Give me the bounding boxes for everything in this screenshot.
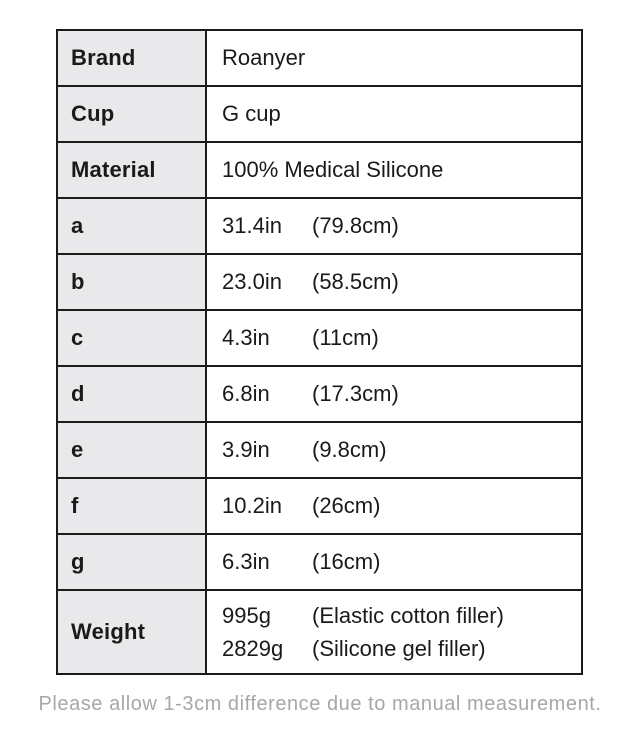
row-value-b: 23.0in (58.5cm) [205,253,583,311]
row-label-g: g [56,533,207,591]
row-value-brand: Roanyer [205,29,583,87]
table-row-cup: Cup G cup [56,85,583,143]
row-label-brand: Brand [56,29,207,87]
cm-value: (58.5cm) [312,269,399,294]
table-row-measure-b: b 23.0in (58.5cm) [56,253,583,311]
spec-table-body: Brand Roanyer Cup G cup Material 100% Me… [56,29,583,675]
cm-value: (9.8cm) [312,437,387,462]
weight-filler-note: (Silicone gel filler) [312,636,486,661]
row-label-a: a [56,197,207,255]
table-row-measure-c: c 4.3in (11cm) [56,309,583,367]
inches-value: 23.0in [222,269,282,294]
row-label-material: Material [56,141,207,199]
inches-value: 10.2in [222,493,282,518]
weight-filler-note: (Elastic cotton filler) [312,603,504,628]
measurement-disclaimer: Please allow 1-3cm difference due to man… [38,693,602,715]
row-value-c: 4.3in (11cm) [205,309,583,367]
row-value-cup: G cup [205,85,583,143]
row-value-weight: 995g (Elastic cotton filler) 2829g (Silico… [205,589,583,675]
table-row-measure-f: f 10.2in (26cm) [56,477,583,535]
weight-value: 2829g [222,636,284,661]
inches-value: 6.8in [222,381,270,406]
row-value-e: 3.9in (9.8cm) [205,421,583,479]
row-value-d: 6.8in (17.3cm) [205,365,583,423]
cm-value: (11cm) [312,325,379,350]
table-row-measure-d: d 6.8in (17.3cm) [56,365,583,423]
table-row-measure-g: g 6.3in (16cm) [56,533,583,591]
row-value-f: 10.2in (26cm) [205,477,583,535]
brand-value-text: Roanyer [222,45,306,70]
weight-value: 995g [222,603,271,628]
inches-value: 6.3in [222,549,270,574]
inches-value: 3.9in [222,437,270,462]
row-label-c: c [56,309,207,367]
table-row-brand: Brand Roanyer [56,29,583,87]
row-value-a: 31.4in (79.8cm) [205,197,583,255]
inches-value: 4.3in [222,325,270,350]
table-row-measure-e: e 3.9in (9.8cm) [56,421,583,479]
product-spec-table: Brand Roanyer Cup G cup Material 100% Me… [56,29,583,675]
row-label-f: f [56,477,207,535]
row-value-material: 100% Medical Silicone [205,141,583,199]
table-row-material: Material 100% Medical Silicone [56,141,583,199]
weight-line-gel: 2829g (Silicone gel filler) [222,632,580,665]
cm-value: (79.8cm) [312,213,399,238]
cm-value: (16cm) [312,549,381,574]
weight-line-cotton: 995g (Elastic cotton filler) [222,599,580,632]
row-label-e: e [56,421,207,479]
inches-value: 31.4in [222,213,282,238]
cm-value: (17.3cm) [312,381,399,406]
cm-value: (26cm) [312,493,381,518]
table-row-weight: Weight 995g (Elastic cotton filler) 2829g… [56,589,583,675]
row-label-cup: Cup [56,85,207,143]
row-label-weight: Weight [56,589,207,675]
row-label-b: b [56,253,207,311]
row-label-d: d [56,365,207,423]
material-value-text: 100% Medical Silicone [222,157,444,182]
row-value-g: 6.3in (16cm) [205,533,583,591]
cup-value-text: G cup [222,101,281,126]
table-row-measure-a: a 31.4in (79.8cm) [56,197,583,255]
